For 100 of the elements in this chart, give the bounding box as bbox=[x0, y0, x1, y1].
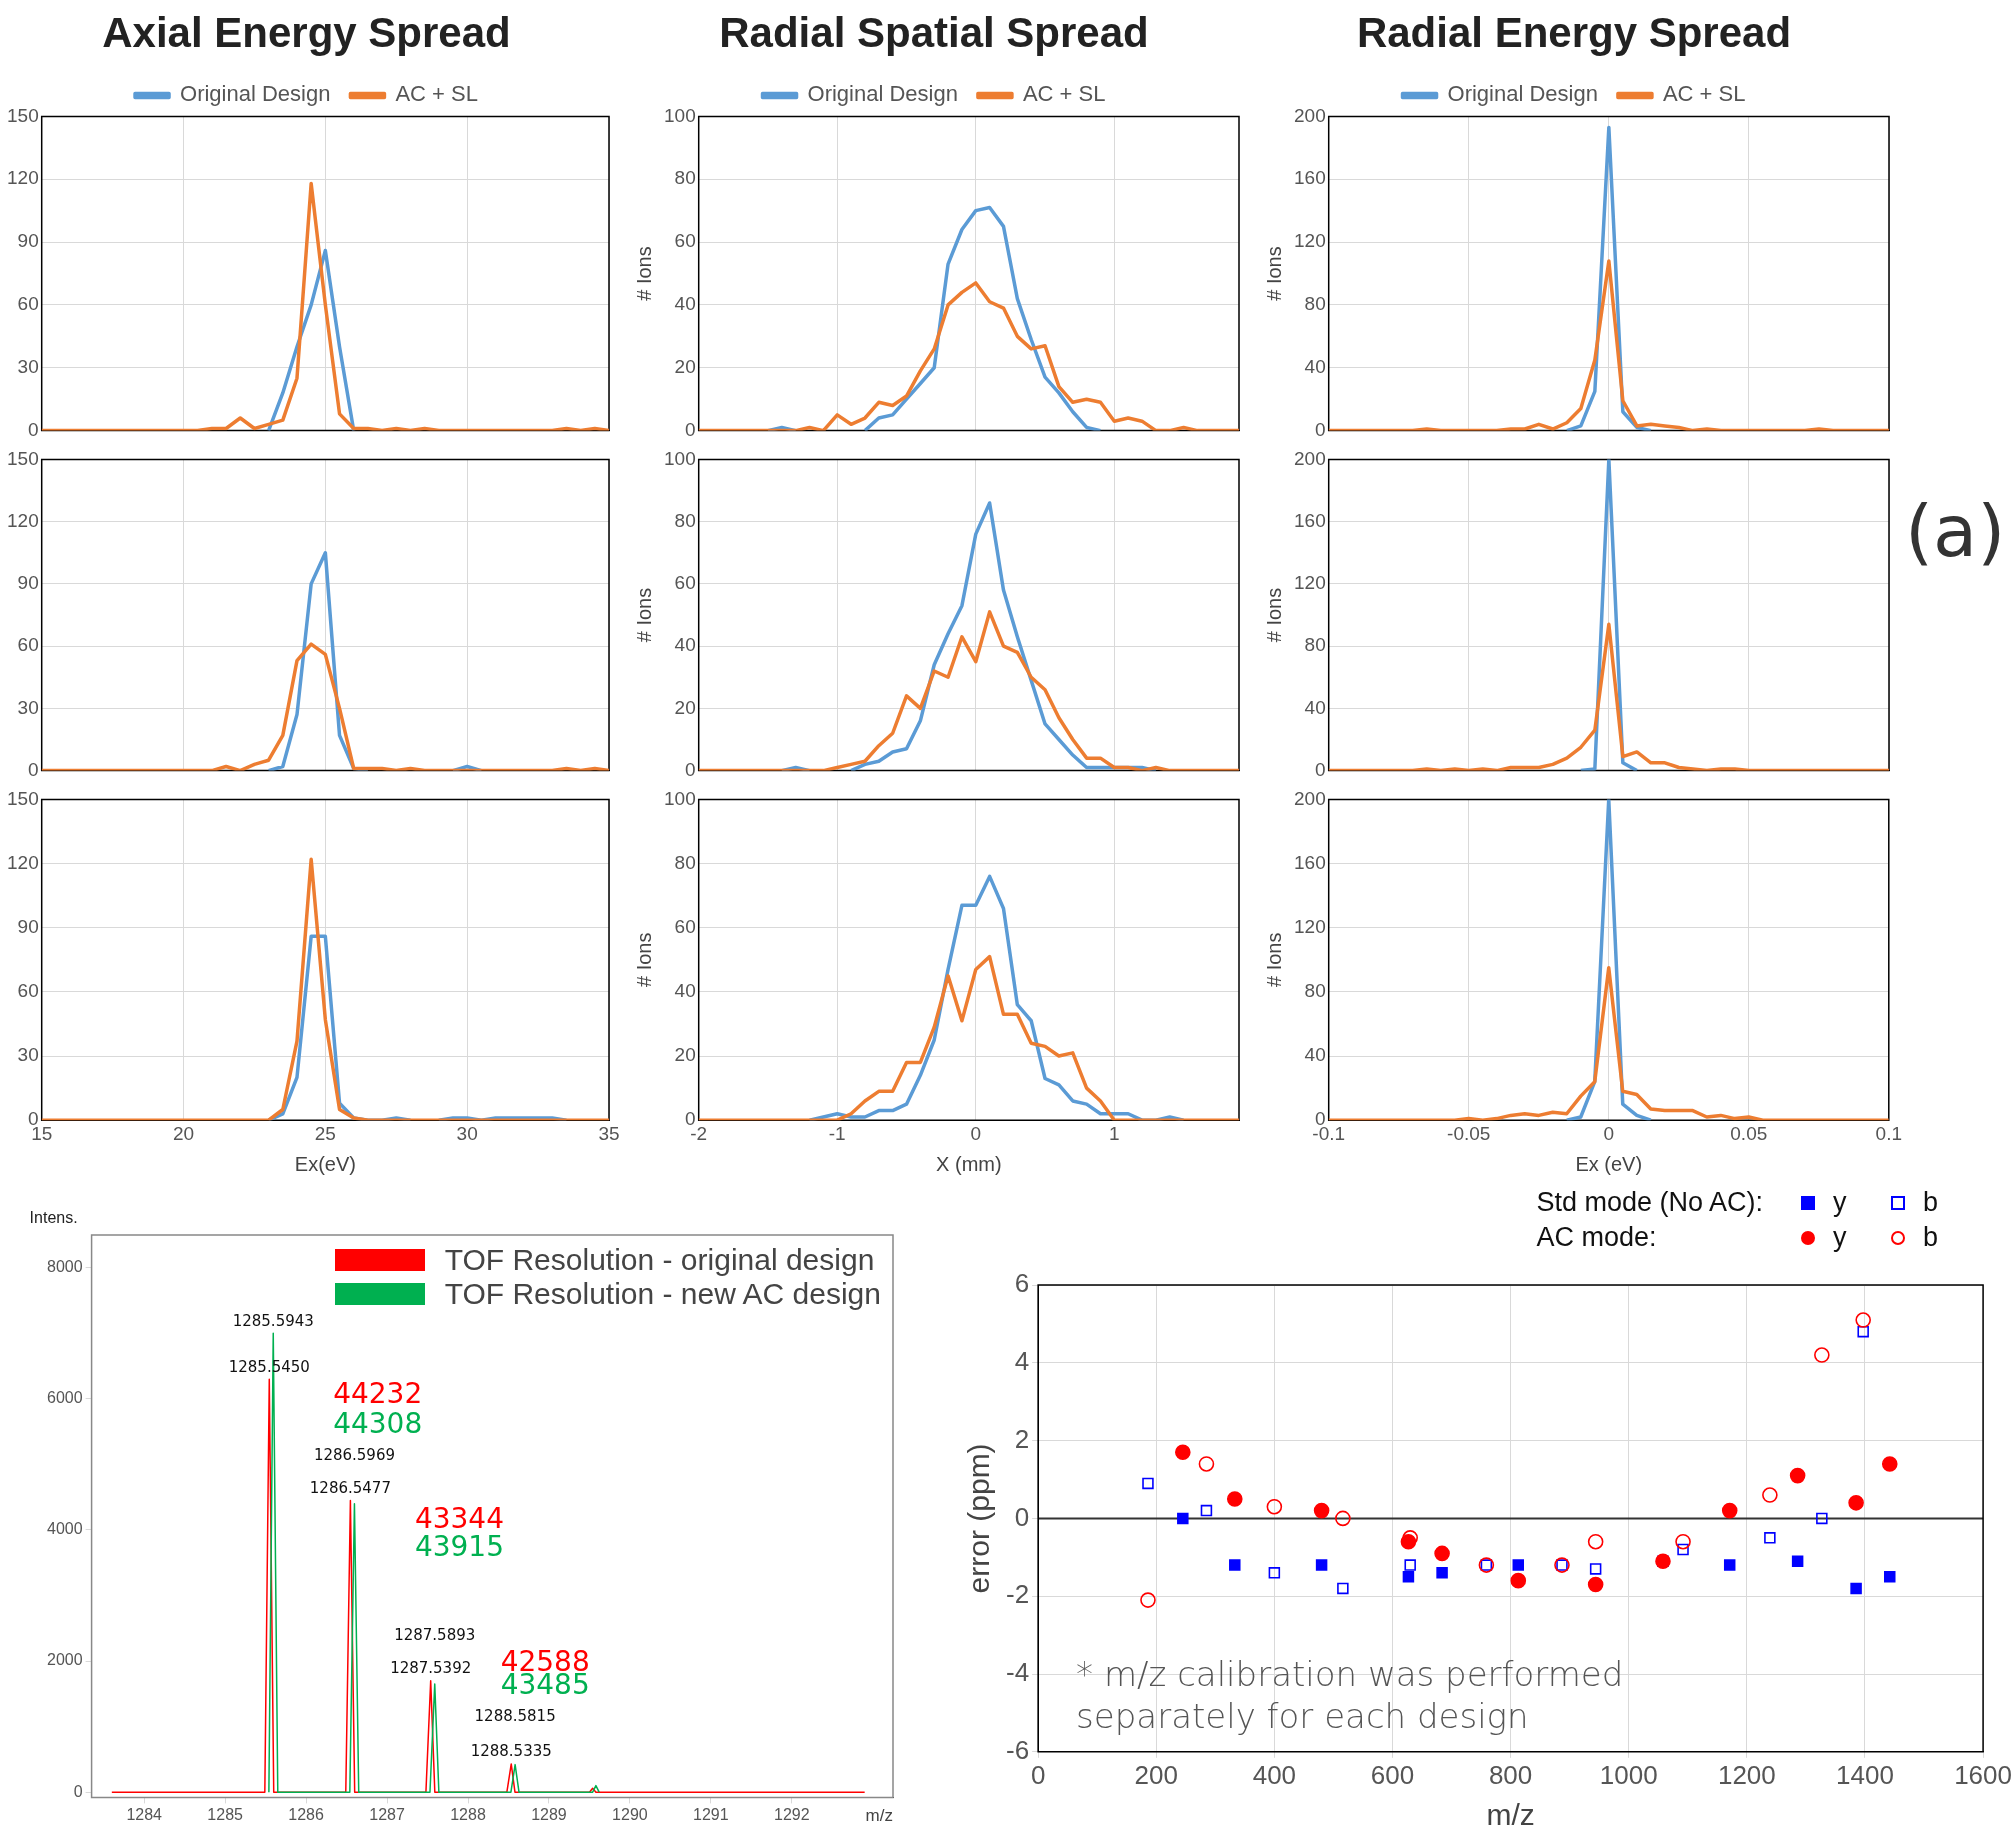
point bbox=[1177, 1512, 1189, 1525]
text: (a) bbox=[1905, 489, 2006, 574]
x-tick-label: 30 bbox=[456, 1122, 478, 1144]
y-tick-label: 160 bbox=[1294, 851, 1326, 873]
y-tick-label: 0 bbox=[28, 418, 39, 440]
point bbox=[1850, 1582, 1862, 1595]
x-tick-label: 1600 bbox=[1954, 1759, 2012, 1790]
y-tick-label: 160 bbox=[1294, 509, 1326, 531]
point bbox=[1402, 1530, 1418, 1546]
point bbox=[1337, 1582, 1349, 1595]
point bbox=[1266, 1498, 1283, 1515]
y-tick-label: 80 bbox=[674, 167, 696, 189]
x-tick-label: 35 bbox=[598, 1122, 620, 1144]
y-tick-label: 0 bbox=[1315, 418, 1326, 440]
y-axis-title: # Ions bbox=[1262, 246, 1285, 301]
y-axis-title: # Ions bbox=[632, 587, 655, 643]
annotation: 1286.5477 bbox=[309, 1478, 391, 1497]
point bbox=[1855, 1312, 1871, 1328]
point bbox=[1268, 1567, 1281, 1579]
y-tick-label: 80 bbox=[1304, 980, 1326, 1002]
point bbox=[1814, 1347, 1830, 1363]
x-tick-label: 1285 bbox=[207, 1806, 244, 1824]
x-tick-label: 20 bbox=[172, 1122, 195, 1144]
y-tick-label: 20 bbox=[674, 696, 696, 718]
legend-label: b bbox=[1923, 1187, 1940, 1218]
annotation: * m/z calibration was performed separately for each design bbox=[1076, 1652, 1625, 1737]
chart-title: Axial Energy Spread bbox=[102, 8, 511, 56]
y-tick-label: 200 bbox=[1294, 447, 1326, 469]
point bbox=[1200, 1504, 1213, 1517]
y-tick-label: 100 bbox=[664, 104, 696, 126]
x-axis-title: X (mm) bbox=[936, 1152, 1002, 1175]
point bbox=[1226, 1491, 1243, 1507]
point bbox=[1335, 1510, 1351, 1527]
point bbox=[1402, 1571, 1415, 1583]
y-tick-label: 90 bbox=[17, 230, 39, 252]
y-tick-label: 40 bbox=[1304, 1044, 1326, 1066]
y-tick-label: 2 bbox=[1014, 1423, 1030, 1454]
point bbox=[1857, 1325, 1869, 1338]
annotation: 1288.5335 bbox=[470, 1742, 552, 1761]
y-tick-label: 150 bbox=[7, 104, 39, 126]
y-tick-label: 60 bbox=[17, 293, 39, 315]
y-tick-label: 80 bbox=[674, 509, 696, 531]
y-axis-title: # Ions bbox=[1262, 587, 1285, 643]
x-tick-label: -0.05 bbox=[1447, 1122, 1491, 1144]
legend-label: TOF Resolution - original design bbox=[444, 1243, 875, 1277]
y-axis-title: error (ppm) bbox=[962, 1443, 996, 1594]
annotation: 1285.5943 bbox=[232, 1311, 314, 1330]
annotation: 1288.5815 bbox=[474, 1707, 556, 1726]
x-tick-label: 0 bbox=[1603, 1122, 1615, 1144]
y-tick-label: 100 bbox=[664, 447, 696, 469]
x-tick-label: 1287 bbox=[369, 1806, 405, 1824]
x-axis-title: m/z bbox=[1486, 1798, 1535, 1832]
legend-label: Original Design bbox=[180, 81, 331, 107]
point bbox=[1762, 1487, 1778, 1503]
x-tick-label: 0.1 bbox=[1875, 1122, 1902, 1144]
y-tick-label: 6000 bbox=[47, 1389, 83, 1407]
text: Std mode (No AC): bbox=[1536, 1187, 1765, 1218]
chart-title: Radial Spatial Spread bbox=[719, 8, 1149, 56]
x-tick-label: 800 bbox=[1488, 1759, 1533, 1790]
y-tick-label: 100 bbox=[664, 787, 696, 809]
y-tick-label: 2000 bbox=[47, 1651, 83, 1669]
y-tick-label: 160 bbox=[1294, 167, 1326, 189]
annotation: 1287.5893 bbox=[394, 1626, 476, 1645]
point bbox=[1587, 1576, 1604, 1593]
y-tick-label: 0 bbox=[685, 418, 696, 440]
legend-label: TOF Resolution - new AC design bbox=[444, 1277, 881, 1311]
legend-label: Original Design bbox=[807, 81, 958, 107]
y-tick-label: 30 bbox=[17, 696, 39, 718]
y-tick-label: 150 bbox=[7, 787, 39, 809]
x-tick-label: 1288 bbox=[450, 1806, 486, 1824]
y-tick-label: 120 bbox=[7, 509, 39, 531]
x-tick-label: 1284 bbox=[126, 1806, 163, 1824]
y-tick-label: 90 bbox=[17, 915, 39, 937]
y-tick-label: 120 bbox=[7, 851, 39, 873]
x-tick-label: 1286 bbox=[288, 1806, 325, 1824]
y-tick-label: 200 bbox=[1294, 787, 1326, 809]
y-tick-label: 0 bbox=[1315, 758, 1326, 780]
legend-label: b bbox=[1923, 1222, 1940, 1253]
point bbox=[1589, 1563, 1602, 1575]
y-tick-label: 120 bbox=[1294, 915, 1326, 937]
point bbox=[1848, 1495, 1864, 1511]
legend-label: AC + SL bbox=[1022, 81, 1106, 107]
y-axis-title: # Ions bbox=[1262, 932, 1285, 988]
y-tick-label: 80 bbox=[1304, 634, 1326, 656]
point bbox=[1434, 1545, 1450, 1562]
point bbox=[1313, 1502, 1330, 1519]
y-tick-label: 0 bbox=[1014, 1501, 1030, 1532]
x-tick-label: 1290 bbox=[612, 1806, 648, 1824]
x-axis-title: m/z bbox=[865, 1806, 893, 1826]
y-tick-label: -6 bbox=[1005, 1734, 1030, 1765]
x-tick-label: 1400 bbox=[1836, 1759, 1894, 1790]
x-tick-label: 0.05 bbox=[1730, 1122, 1768, 1144]
point bbox=[1884, 1571, 1896, 1583]
y-tick-label: 60 bbox=[674, 572, 696, 594]
y-tick-label: -4 bbox=[1005, 1657, 1030, 1688]
chart-title: Radial Energy Spread bbox=[1356, 8, 1792, 56]
y-tick-label: 120 bbox=[1294, 230, 1326, 252]
x-tick-label: 400 bbox=[1252, 1759, 1297, 1790]
x-tick-label: 1 bbox=[1109, 1122, 1120, 1144]
annotation: 1287.5392 bbox=[390, 1659, 472, 1678]
